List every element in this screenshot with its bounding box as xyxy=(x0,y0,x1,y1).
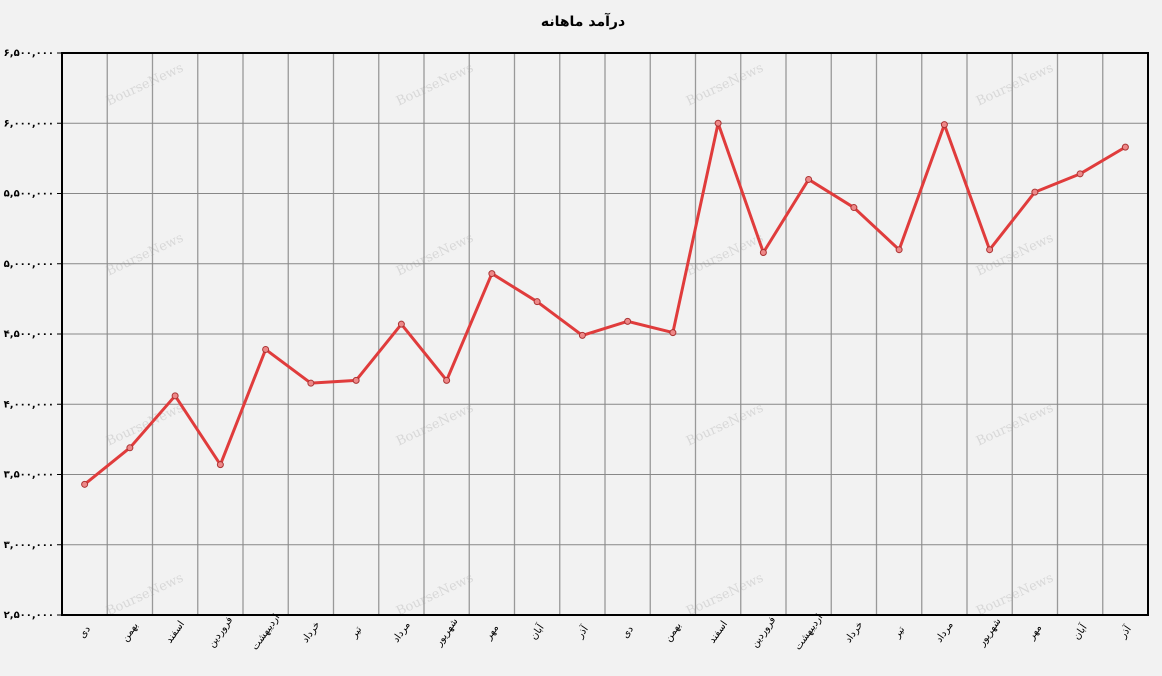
point xyxy=(805,175,813,183)
line xyxy=(83,121,1127,486)
point xyxy=(759,249,767,257)
y-tick-label: ۴,۰۰۰,۰۰۰ xyxy=(4,399,54,410)
point xyxy=(307,379,315,387)
point xyxy=(986,246,994,254)
point xyxy=(940,121,948,129)
y-tick-label: ۳,۵۰۰,۰۰۰ xyxy=(4,470,54,481)
point xyxy=(1076,170,1084,178)
y-tick-label: ۴,۵۰۰,۰۰۰ xyxy=(4,329,54,340)
point xyxy=(1121,143,1129,151)
point xyxy=(126,444,134,452)
point xyxy=(443,376,451,384)
point xyxy=(352,376,360,384)
y-tick-label: ۵,۰۰۰,۰۰۰ xyxy=(4,259,54,270)
point xyxy=(624,317,632,325)
point xyxy=(488,270,496,278)
point xyxy=(171,392,179,400)
point xyxy=(81,480,89,488)
point xyxy=(262,345,270,353)
point xyxy=(714,119,722,127)
plot-frame xyxy=(61,52,1149,616)
point xyxy=(1031,188,1039,196)
point xyxy=(533,298,541,306)
chart-title: درآمد ماهانه xyxy=(541,12,625,30)
y-tick-label: ۳,۰۰۰,۰۰۰ xyxy=(4,540,54,551)
point xyxy=(669,329,677,337)
y-tick-label: ۲,۵۰۰,۰۰۰ xyxy=(4,610,54,621)
point xyxy=(850,204,858,212)
point xyxy=(578,331,586,339)
point xyxy=(397,320,405,328)
point xyxy=(895,246,903,254)
y-tick-label: ۵,۵۰۰,۰۰۰ xyxy=(4,189,54,200)
point xyxy=(216,461,224,469)
y-tick-label: ۶,۰۰۰,۰۰۰ xyxy=(4,118,54,129)
y-tick-label: ۶,۵۰۰,۰۰۰ xyxy=(4,48,54,59)
